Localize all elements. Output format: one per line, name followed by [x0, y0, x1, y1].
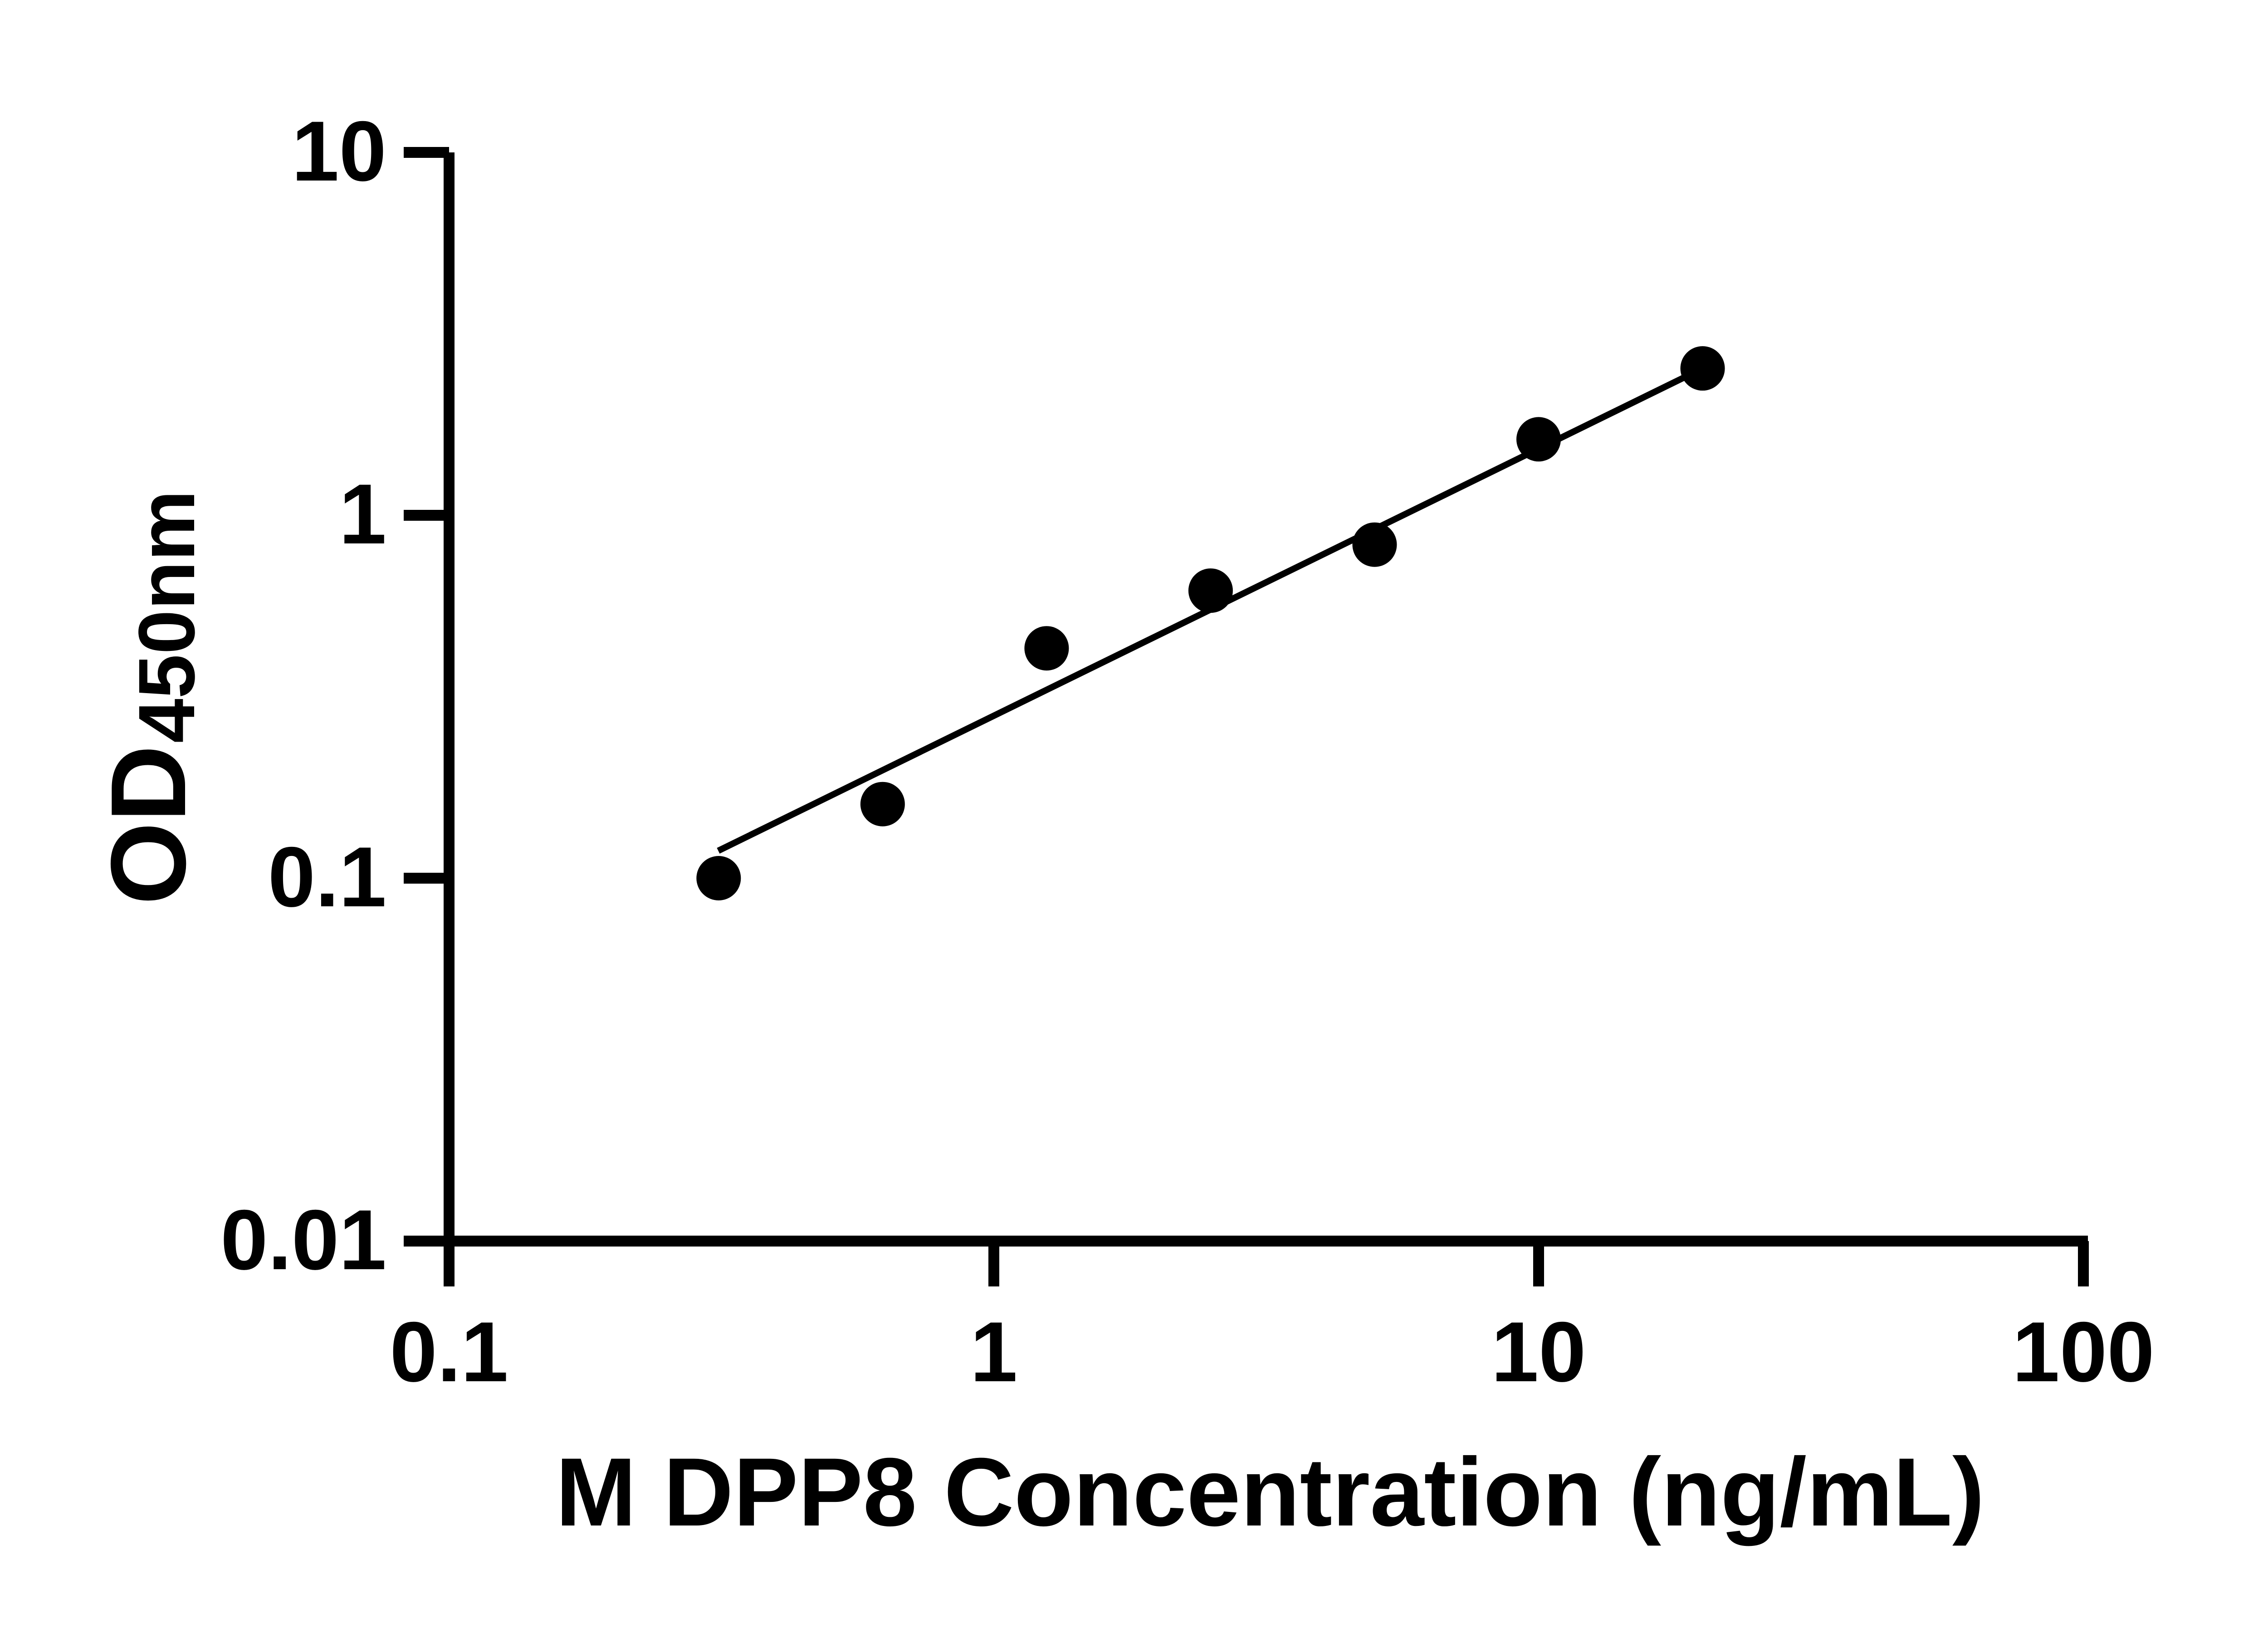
axis-ticks: [404, 147, 2089, 1286]
axes: [444, 152, 2088, 1247]
y-tick-label: 0.01: [220, 1192, 386, 1287]
data-point: [1680, 346, 1725, 391]
x-tick-label: 10: [1491, 1304, 1586, 1399]
data-point: [1024, 626, 1069, 671]
data-point: [1352, 522, 1397, 567]
y-axis-title: OD 450nm: [88, 490, 211, 905]
y-axis-title-subscript: 450nm: [122, 490, 211, 743]
y-tick-label: 1: [339, 466, 386, 562]
y-tick-label: 10: [292, 103, 386, 199]
data-point: [860, 782, 905, 826]
x-tick-label: 1: [970, 1304, 1018, 1399]
x-tick-label: 0.1: [390, 1304, 508, 1399]
x-tick-label: 100: [2012, 1304, 2155, 1399]
data-series: [696, 346, 1725, 900]
data-point: [1516, 417, 1561, 462]
y-tick-label: 0.1: [268, 829, 386, 924]
data-point: [696, 856, 741, 900]
data-point: [1188, 568, 1233, 613]
y-axis-title-main: OD: [88, 745, 208, 905]
x-axis-title: M DPP8 Concentration (ng/mL): [556, 1438, 1985, 1546]
